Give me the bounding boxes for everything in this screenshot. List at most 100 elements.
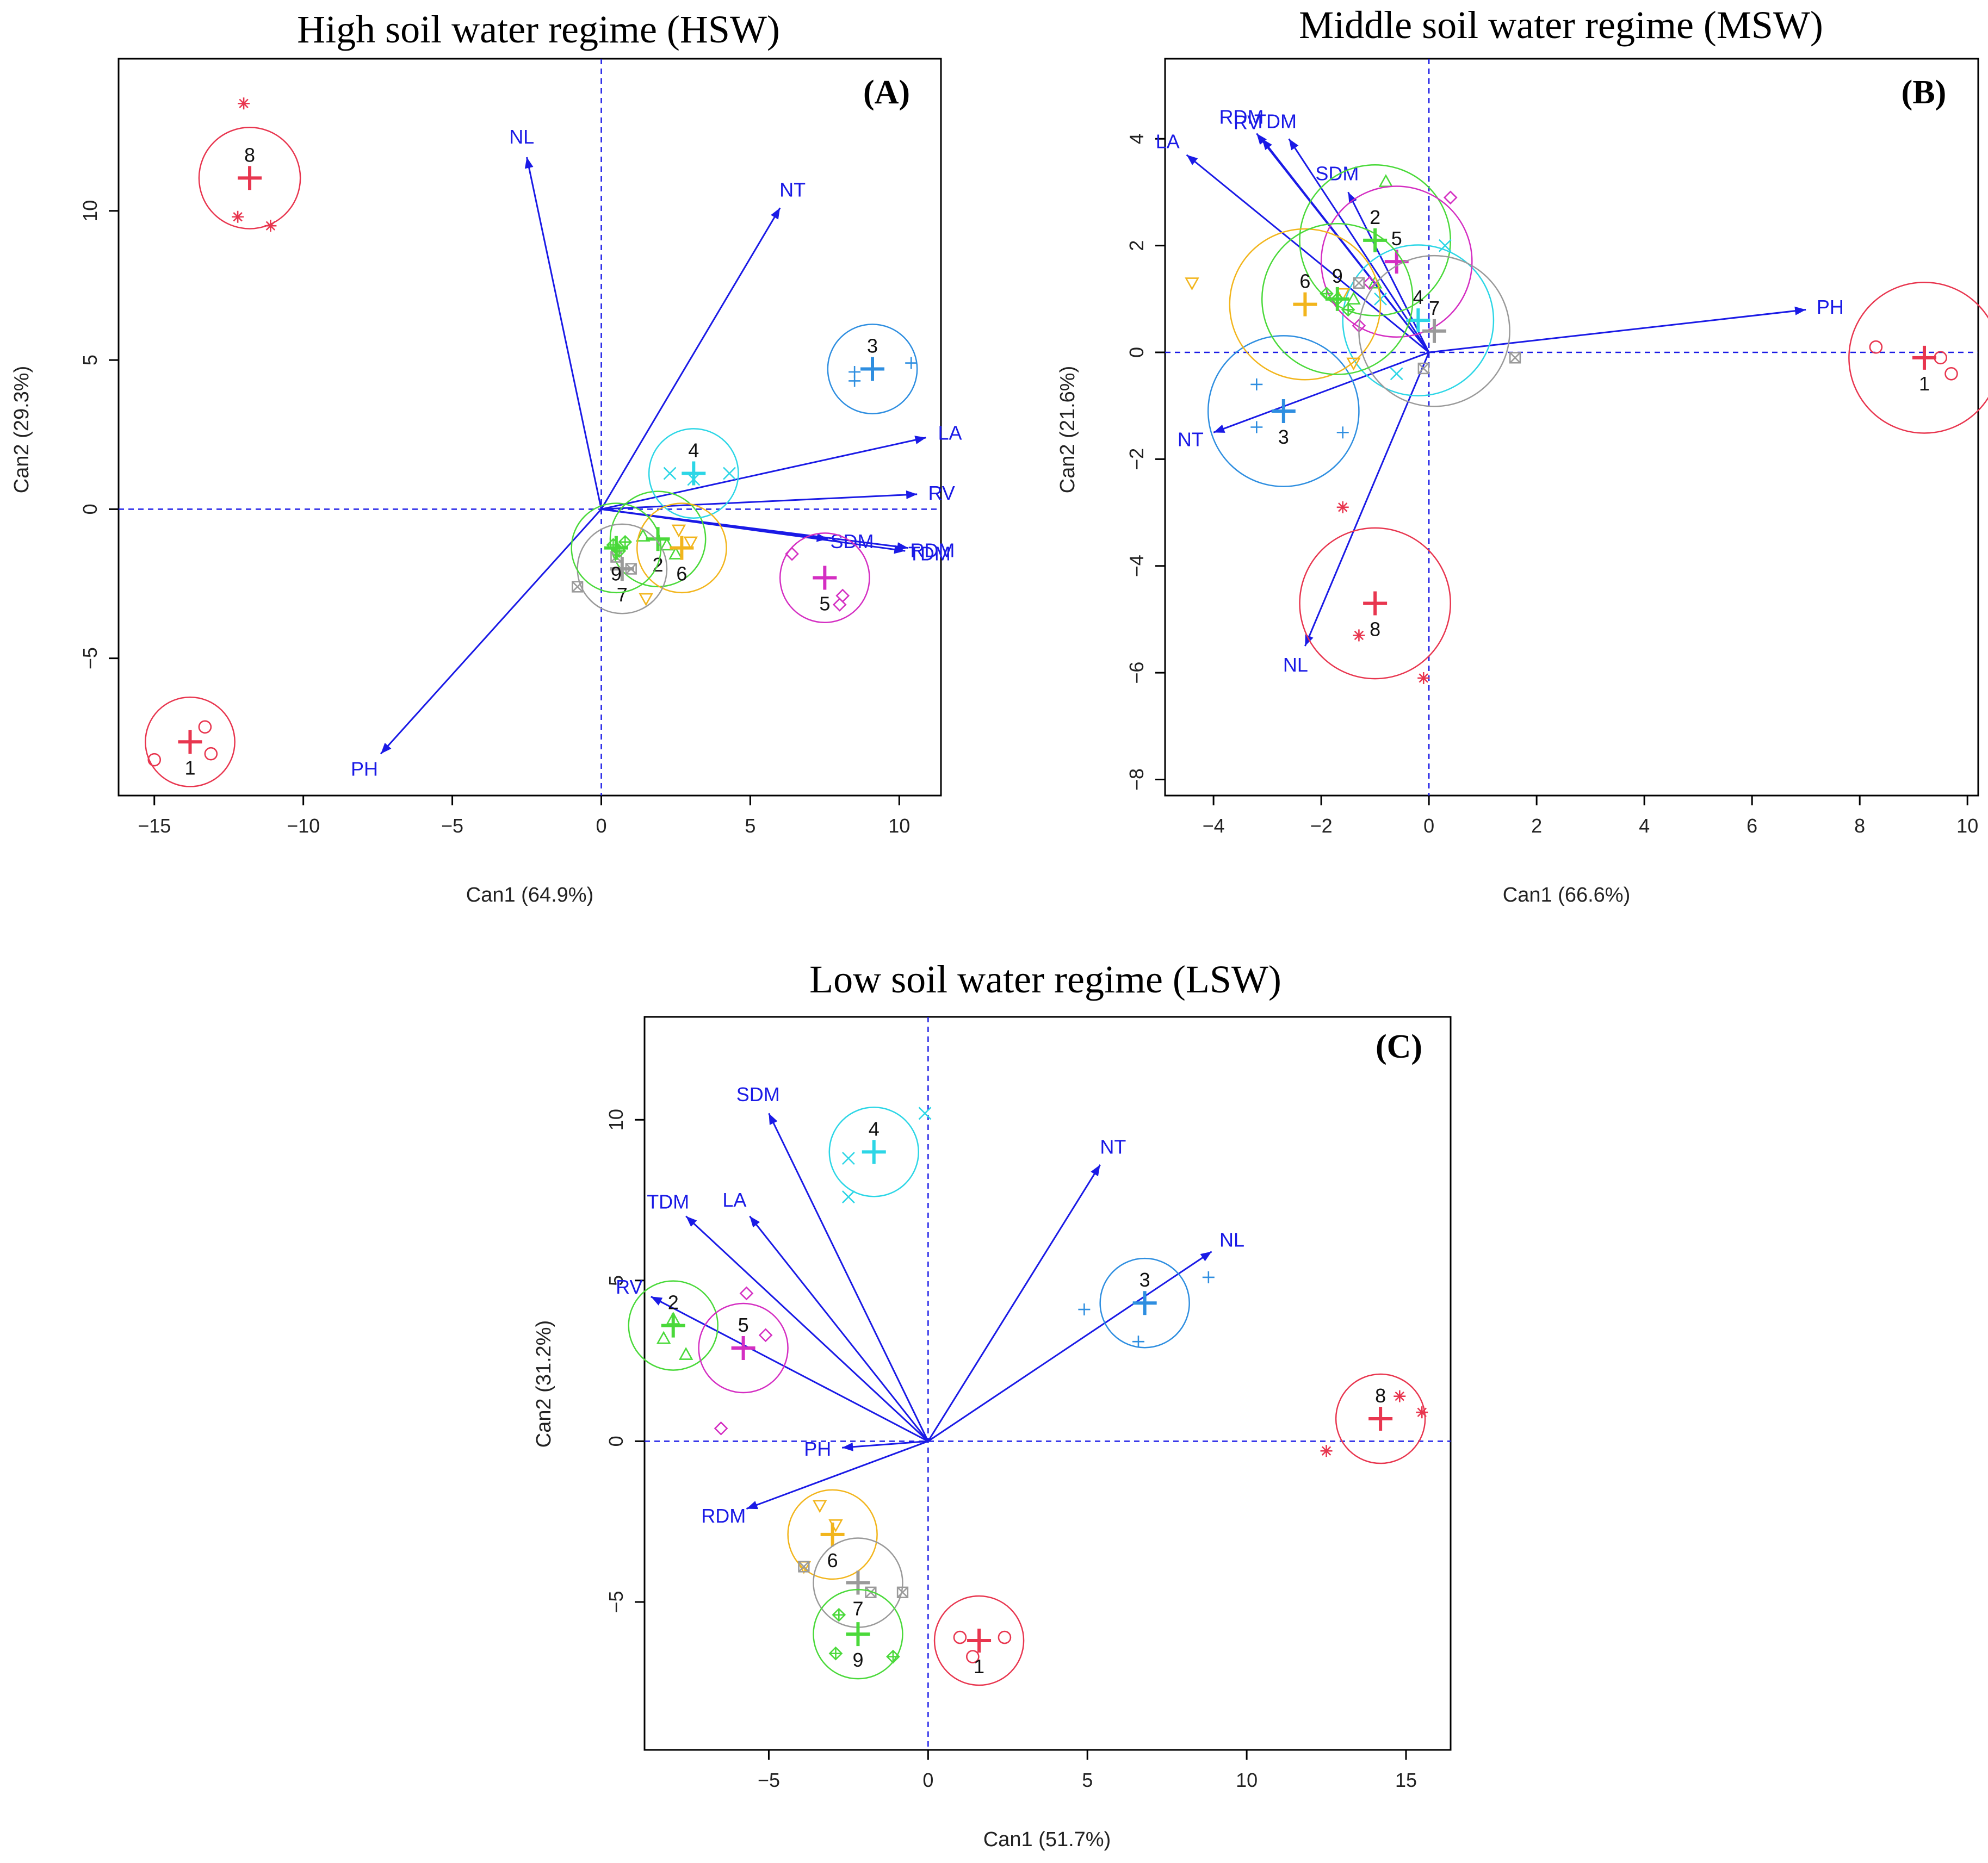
panel-a-vector-TDM-arrowhead (894, 545, 906, 554)
panel-b-x-tick-label--2: −2 (1310, 815, 1333, 837)
panel-a-group-4-point-2 (723, 467, 736, 480)
panel-a-title: High soil water regime (HSW) (297, 8, 780, 51)
panel-c-group-9-point-1 (832, 1607, 846, 1622)
panel-a-x-tick-label--5: −5 (441, 815, 463, 837)
panel-a-group-1-point-3-circle (204, 747, 218, 761)
panel-c-y-tick-label-10: 10 (605, 1109, 627, 1131)
panel-c-group-5-point-3 (714, 1421, 728, 1436)
panel-b-vector-SDM-line (1347, 191, 1430, 353)
panel-a-y-axis-label: Can2 (29.3%) (10, 366, 33, 493)
panel-b-axes-ticks: −4 −2 0 2 4 6 8 10 −8 −6 −4 −2 0 2 4 (1125, 133, 1978, 837)
panel-b-group-2-point-3 (1367, 275, 1383, 289)
panel-b-group-6-point-3-down-triangle (1335, 288, 1350, 301)
panel-c-group-1-point-3-circle (998, 1630, 1012, 1644)
panel-b-group-7-label: 7 (1429, 297, 1440, 319)
panel-b-genotype-groups: 1 2 3 4 5 6 7 8 9 (1185, 164, 1988, 684)
panel-b-group-4-point-1-x-b (1390, 367, 1403, 381)
panel-c-group-7-point-2-square-x-b (865, 1587, 877, 1598)
panel-b-group-5-point-1-diamond (1443, 190, 1458, 205)
panel-b-tag: (B) (1902, 74, 1947, 111)
panel-a-vector-PH-label: PH (351, 757, 378, 780)
panel-c-vector-RV-label: RV (616, 1276, 642, 1298)
panel-b-y-tick-label--2: −2 (1125, 448, 1148, 470)
panel-c-x-tick-label-5: 5 (1082, 1769, 1093, 1791)
panel-c-vector-TDM-arrowhead (686, 1216, 697, 1227)
panel-a-group-8-point-1-star-3 (239, 98, 249, 108)
panel-a-vector-NT-line (600, 207, 781, 510)
panel-b-vector-PH-line (1428, 308, 1806, 353)
panel-c-y-tick-label-0: 0 (605, 1436, 627, 1446)
panel-b-group-5-label: 5 (1391, 227, 1402, 250)
panel-a-group-8-point-1 (238, 97, 250, 110)
panel-a-group-8-circle (198, 127, 301, 229)
panel-a-group-4-label: 4 (688, 439, 699, 462)
panel-a-group-3-label: 3 (867, 335, 878, 357)
panel-a-group-8-point-2-star-3 (233, 212, 243, 222)
panel-c-group-4-circle (828, 1107, 920, 1197)
panel-a-vector-RDM-label: RDM (910, 539, 955, 561)
panel-b-group-7-point-3-square (1417, 362, 1429, 375)
panel-c-group-9-label: 9 (852, 1649, 863, 1671)
panel-a-vector-NT-label: NT (779, 179, 806, 201)
panel-c-vector-PH-line (842, 1440, 928, 1449)
panel-c-group-5-point-3-diamond (714, 1421, 728, 1436)
panel-a-y-tick-label-5: 5 (79, 355, 101, 365)
panel-c-group-7-point-3 (798, 1561, 810, 1573)
panel-c-group-7-point-2-square (865, 1586, 877, 1598)
panel-b-group-3-point-1 (1250, 378, 1263, 390)
panel-a-group-5-point-2 (832, 598, 847, 612)
panel-c-x-axis-label: Can1 (51.7%) (983, 1828, 1111, 1851)
panel-c-group-5-point-1-diamond (739, 1286, 754, 1301)
panel-b-vector-LA-arrowhead (1186, 154, 1198, 165)
panel-b-x-tick-label-6: 6 (1747, 815, 1757, 837)
panel-b-vector-RV-label: RV (1234, 111, 1260, 133)
panel-b-vector-RV-line (1261, 138, 1430, 353)
panel-a-y-tick-label--5: −5 (79, 647, 101, 669)
panel-c-group-3-point-1 (1078, 1303, 1091, 1316)
panel-b-group-7-circle (1358, 254, 1510, 407)
panel-c-group-8-point-1-star-3 (1395, 1391, 1404, 1401)
panel-c-vector-SDM-line (768, 1113, 929, 1442)
panel-c-group-8-point-1 (1394, 1390, 1406, 1402)
panel-c-group-3-point-3 (1202, 1271, 1215, 1283)
panel-a-group-7-point-1-square (572, 581, 584, 593)
panel-a-group-8-point-3 (264, 220, 277, 232)
panel-c-group-3-label: 3 (1139, 1269, 1150, 1291)
panel-c-vector-NL-arrowhead (1200, 1251, 1212, 1262)
panel-a-zero-lines (119, 59, 941, 796)
panel-c-group-2-point-1-triangle (678, 1347, 693, 1360)
panel-b-vector-TDM-arrowhead (1289, 139, 1299, 151)
panel-a-group-7-circle (577, 523, 668, 614)
panel-b-group-5-point-1 (1443, 190, 1458, 205)
panel-a-plot-frame (117, 58, 942, 797)
panel-c-group-2-circle (628, 1280, 719, 1371)
panel-c-group-1-circle (933, 1595, 1025, 1686)
panel-b-vector-NT-label: NT (1178, 429, 1204, 451)
panel-b-x-tick-label-4: 4 (1639, 815, 1650, 837)
panel-b-group-6-point-2-down-triangle (1346, 357, 1361, 371)
panel-c-plot-frame (643, 1016, 1452, 1751)
panel-b-msw: Middle soil water regime (MSW) (B) Can1 … (1056, 3, 1988, 906)
panel-b-x-tick-label-2: 2 (1531, 815, 1542, 837)
panel-a-group-7-point-1-square-x-b (572, 581, 583, 593)
panel-a-group-2-point-3-triangle (668, 546, 683, 560)
panel-c-group-9-point-2 (828, 1646, 843, 1661)
panel-c-group-3-point-2 (1132, 1336, 1144, 1348)
panel-c-group-4-point-2 (841, 1190, 855, 1204)
panel-b-vector-TDM-label: TDM (1254, 110, 1297, 133)
panel-b-group-2-label: 2 (1370, 206, 1380, 228)
panel-a-group-8-label: 8 (244, 144, 255, 166)
panel-c-group-8-circle (1335, 1373, 1426, 1464)
panel-c-y-axis-label: Can2 (31.2%) (532, 1320, 555, 1448)
panel-b-group-5-circle (1320, 185, 1473, 338)
panel-c-group-2-point-3-triangle (656, 1331, 671, 1344)
panel-b-vector-RDM-label: RDM (1219, 106, 1264, 128)
panel-b-vector-LA-label: LA (1156, 131, 1180, 153)
panel-c-group-1-point-3 (998, 1630, 1012, 1644)
panel-b-group-3-circle (1207, 335, 1360, 487)
panel-c-group-5-label: 5 (738, 1314, 749, 1336)
panel-b-group-6-point-1 (1185, 277, 1199, 291)
panel-b-group-2-point-2 (1346, 291, 1361, 305)
panel-b-vector-SDM-label: SDM (1315, 163, 1359, 185)
